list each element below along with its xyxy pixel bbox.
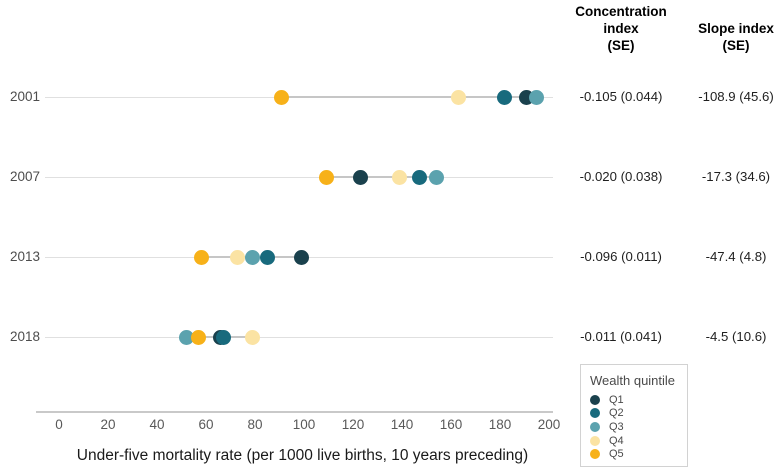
x-tick-label-0: 0 <box>55 417 63 432</box>
x-tick-label-120: 120 <box>341 417 365 432</box>
dot-2007-q2 <box>411 169 427 185</box>
x-tick-label-80: 80 <box>247 417 263 432</box>
legend-label-q2: Q2 <box>609 407 624 420</box>
dot-2007-q4 <box>392 169 408 185</box>
concentration-header-line1: Concentration <box>575 4 667 19</box>
concentration-index-value-2007: -0.020 (0.038) <box>579 169 663 184</box>
slope-header-line2: (SE) <box>722 38 750 53</box>
dot-2001-q4 <box>450 89 466 105</box>
legend-dot-q5-icon <box>590 449 600 460</box>
x-tick-label-160: 160 <box>439 417 463 432</box>
x-tick-label-60: 60 <box>198 417 214 432</box>
concentration-index-value-2013: -0.096 (0.011) <box>580 249 662 264</box>
x-tick-label-100: 100 <box>292 417 316 432</box>
dot-2001-q5 <box>274 89 290 105</box>
dot-2018-q2 <box>215 329 231 345</box>
slope-index-value-2018: -4.5 (10.6) <box>705 329 767 344</box>
legend-dot-q1-icon <box>590 394 600 405</box>
year-label-2001: 2001 <box>9 89 40 104</box>
dot-2018-q5 <box>191 329 207 345</box>
row-gridline-2007 <box>45 176 553 178</box>
dot-2013-q2 <box>259 249 275 265</box>
x-tick-label-200: 200 <box>537 417 561 432</box>
year-label-2007: 2007 <box>9 169 40 184</box>
slope-header-line1: Slope index <box>698 21 774 36</box>
slope-index-value-2013: -47.4 (4.8) <box>705 249 767 264</box>
row-connector-2001 <box>281 96 537 98</box>
x-tick-label-180: 180 <box>488 417 512 432</box>
legend-title: Wealth quintile <box>590 373 676 388</box>
legend-item-q4: Q4 <box>581 434 687 448</box>
wealth-quintile-legend: Wealth quintile Q1 Q2 Q3 Q4 Q5 <box>580 364 688 467</box>
concentration-header-line3: (SE) <box>607 38 635 53</box>
dot-2013-q4 <box>230 249 246 265</box>
slope-index-value-2007: -17.3 (34.6) <box>701 169 771 184</box>
legend-label-q5: Q5 <box>609 448 624 461</box>
concentration-index-value-2001: -0.105 (0.044) <box>579 89 663 104</box>
dot-2001-q3 <box>529 89 545 105</box>
dot-2007-q3 <box>428 169 444 185</box>
legend-label-q4: Q4 <box>609 434 624 447</box>
row-connector-2007 <box>326 176 437 178</box>
year-label-2018: 2018 <box>9 329 40 344</box>
dot-2007-q5 <box>318 169 334 185</box>
concentration-header-line2: index <box>603 21 639 36</box>
legend-label-q1: Q1 <box>609 393 624 406</box>
x-tick-label-140: 140 <box>390 417 414 432</box>
concentration-index-column-header: Concentration index (SE) <box>546 3 696 54</box>
dot-2013-q3 <box>245 249 261 265</box>
year-label-2013: 2013 <box>9 249 40 264</box>
dot-2013-q5 <box>193 249 209 265</box>
dot-2018-q3 <box>178 329 194 345</box>
slope-index-column-header: Slope index (SE) <box>661 20 777 54</box>
dot-2018-q4 <box>245 329 261 345</box>
x-tick-label-40: 40 <box>149 417 165 432</box>
legend-label-q3: Q3 <box>609 420 624 433</box>
legend-dot-q4-icon <box>590 435 600 446</box>
dot-2001-q2 <box>497 89 513 105</box>
row-gridline-2018 <box>45 336 553 338</box>
legend-dot-q3-icon <box>590 421 600 432</box>
x-axis-title: Under-five mortality rate (per 1000 live… <box>76 447 529 464</box>
dot-2007-q1 <box>352 169 368 185</box>
x-axis-line <box>36 411 553 413</box>
legend-dot-q2-icon <box>590 408 600 419</box>
x-tick-label-20: 20 <box>100 417 116 432</box>
slope-index-value-2001: -108.9 (45.6) <box>698 89 774 104</box>
legend-items: Q1 Q2 Q3 Q4 Q5 <box>581 393 687 461</box>
legend-item-q5: Q5 <box>581 447 687 461</box>
concentration-index-value-2018: -0.011 (0.041) <box>580 329 662 344</box>
legend-item-q1: Q1 <box>581 393 687 407</box>
legend-item-q3: Q3 <box>581 420 687 434</box>
legend-item-q2: Q2 <box>581 407 687 421</box>
dot-2013-q1 <box>294 249 310 265</box>
